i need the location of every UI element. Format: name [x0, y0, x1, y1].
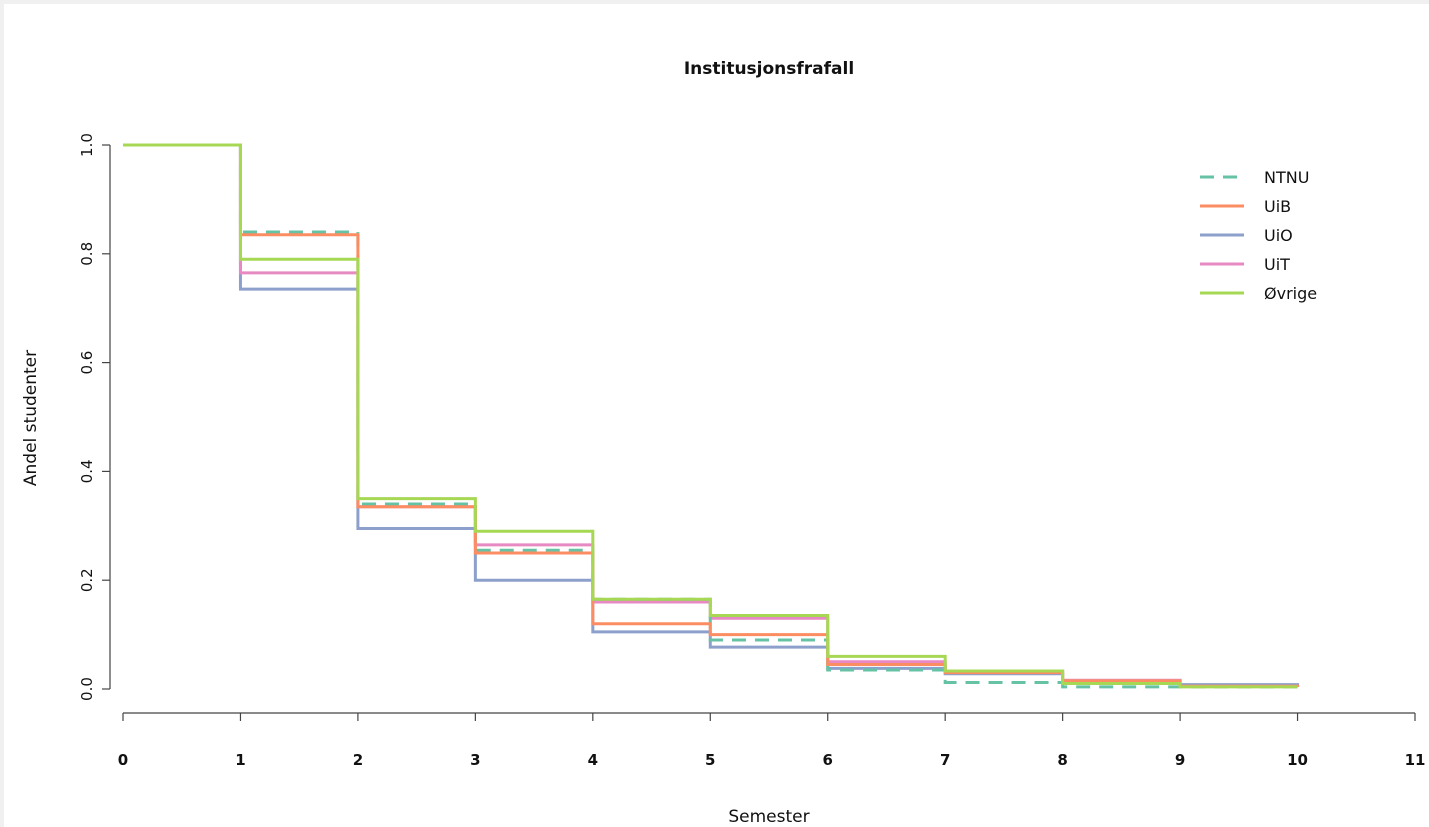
y-tick-label: 0.8 — [78, 242, 96, 266]
chart-panel — [4, 4, 1429, 827]
x-tick-label: 0 — [118, 751, 128, 769]
chart-title: Institusjonsfrafall — [684, 59, 854, 79]
x-axis-title: Semester — [728, 807, 809, 827]
legend: NTNU UiB UiO UiT Øvrige — [1200, 168, 1317, 303]
legend-label: UiO — [1264, 226, 1293, 245]
y-tick-label: 0.4 — [78, 459, 96, 483]
x-tick-label: 11 — [1405, 751, 1426, 769]
x-tick-label: 7 — [940, 751, 950, 769]
x-tick-label: 8 — [1057, 751, 1067, 769]
legend-label: UiT — [1264, 255, 1290, 274]
x-tick-label: 6 — [823, 751, 833, 769]
x-tick-label: 1 — [235, 751, 245, 769]
legend-label: NTNU — [1264, 168, 1309, 187]
y-tick-label: 0.0 — [78, 677, 96, 701]
y-tick-label: 1.0 — [78, 133, 96, 157]
x-tick-label: 4 — [588, 751, 598, 769]
y-tick-label: 0.2 — [78, 568, 96, 592]
series-line-øvrige — [123, 143, 1298, 689]
x-axis: 0 1 2 3 4 5 6 7 8 9 10 11 — [118, 712, 1426, 769]
x-tick-label: 5 — [705, 751, 715, 769]
y-axis-title: Andel studenter — [21, 350, 41, 486]
y-tick-label: 0.6 — [78, 351, 96, 375]
legend-label: Øvrige — [1264, 284, 1317, 303]
y-axis: 0.0 0.2 0.4 0.6 0.8 1.0 — [78, 133, 111, 701]
series-layer — [123, 143, 1300, 689]
legend-label: UiB — [1264, 197, 1291, 216]
x-tick-label: 3 — [470, 751, 480, 769]
x-tick-label: 9 — [1175, 751, 1185, 769]
x-tick-label: 10 — [1287, 751, 1308, 769]
x-tick-label: 2 — [353, 751, 363, 769]
